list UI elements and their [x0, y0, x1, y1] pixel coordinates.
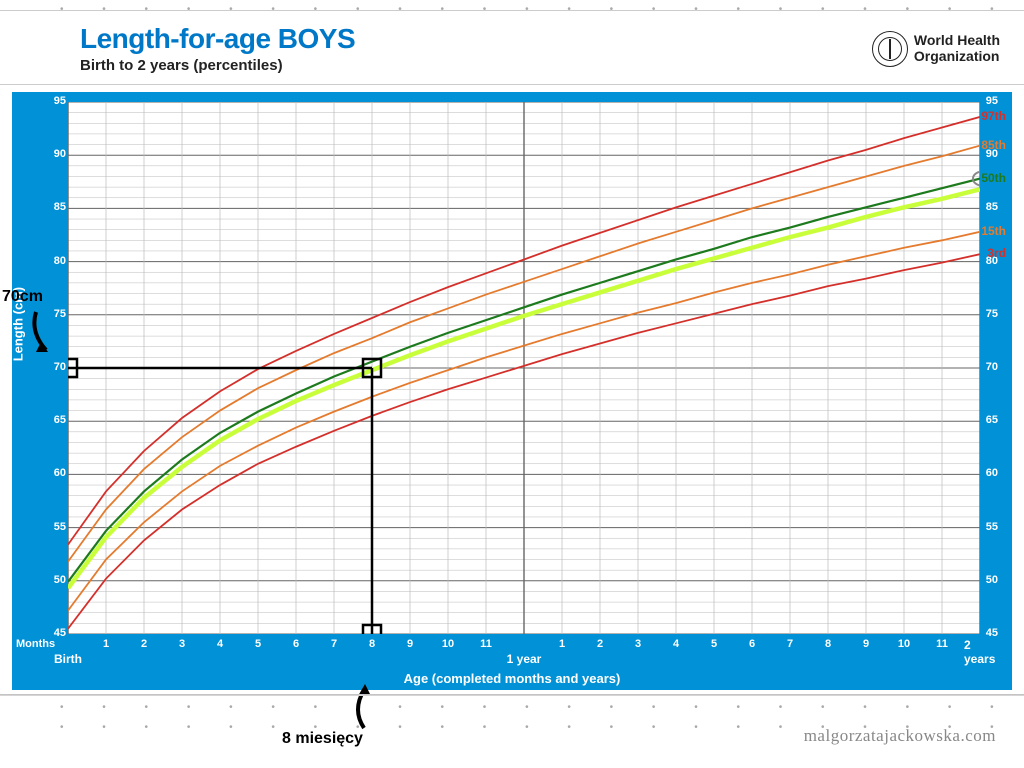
- who-branding: World HealthOrganization: [872, 31, 1000, 67]
- months-label: Months: [16, 638, 55, 650]
- who-text: World HealthOrganization: [914, 33, 1000, 64]
- y-tick: 60: [48, 467, 66, 479]
- percentile-label-p97: 97th: [981, 109, 1006, 123]
- y-tick-right: 65: [986, 414, 998, 426]
- x-tick: 1: [103, 638, 109, 650]
- x-tick: 4: [217, 638, 223, 650]
- x-tick: 10: [898, 638, 910, 650]
- x-major-tick: 1 year: [507, 652, 542, 666]
- y-tick-right: 75: [986, 308, 998, 320]
- chart-title: Length-for-age BOYS: [80, 23, 355, 55]
- y-tick-right: 60: [986, 467, 998, 479]
- arrow-8m-icon: [348, 680, 382, 730]
- x-tick: 2: [141, 638, 147, 650]
- x-axis-label: Age (completed months and years): [404, 671, 621, 686]
- x-major-tick: 2 years: [964, 638, 996, 666]
- x-tick: 10: [442, 638, 454, 650]
- y-tick: 95: [48, 95, 66, 107]
- annotation-8-months: 8 miesięcy: [282, 730, 363, 748]
- y-tick: 90: [48, 148, 66, 160]
- x-tick: 3: [179, 638, 185, 650]
- bottom-rule: [0, 694, 1024, 696]
- y-tick-right: 50: [986, 574, 998, 586]
- plot-area: [68, 102, 980, 634]
- y-tick: 85: [48, 201, 66, 213]
- x-tick: 2: [597, 638, 603, 650]
- x-tick: 8: [825, 638, 831, 650]
- x-tick: 4: [673, 638, 679, 650]
- y-tick: 55: [48, 521, 66, 533]
- percentile-label-p50: 50th: [981, 171, 1006, 185]
- plot-svg: [68, 102, 980, 634]
- x-tick: 9: [407, 638, 413, 650]
- x-tick: 7: [331, 638, 337, 650]
- chart-subtitle: Birth to 2 years (percentiles): [80, 57, 355, 74]
- y-tick-right: 55: [986, 521, 998, 533]
- x-tick: 9: [863, 638, 869, 650]
- x-tick: 7: [787, 638, 793, 650]
- x-tick: 5: [255, 638, 261, 650]
- x-tick: 6: [749, 638, 755, 650]
- x-major-tick: Birth: [54, 652, 82, 666]
- arrow-70cm-icon: [28, 310, 68, 360]
- x-tick: 11: [936, 638, 948, 650]
- y-tick: 70: [48, 361, 66, 373]
- watermark: malgorzatajackowska.com: [804, 726, 996, 746]
- y-tick-right: 95: [986, 95, 998, 107]
- percentile-label-p3: 3rd: [987, 246, 1006, 260]
- y-tick: 50: [48, 574, 66, 586]
- y-tick-right: 70: [986, 361, 998, 373]
- x-tick: 8: [369, 638, 375, 650]
- x-tick: 6: [293, 638, 299, 650]
- y-tick: 65: [48, 414, 66, 426]
- y-tick: 80: [48, 255, 66, 267]
- who-logo-icon: [872, 31, 908, 67]
- percentile-label-p85: 85th: [981, 138, 1006, 152]
- y-tick-right: 85: [986, 201, 998, 213]
- x-tick: 5: [711, 638, 717, 650]
- annotation-70cm: 70cm: [2, 288, 43, 306]
- x-tick: 11: [480, 638, 492, 650]
- y-tick: 45: [48, 627, 66, 639]
- x-tick: 1: [559, 638, 565, 650]
- chart-header: Length-for-age BOYS Birth to 2 years (pe…: [0, 10, 1024, 85]
- percentile-label-p15: 15th: [981, 224, 1006, 238]
- growth-chart-panel: Length (cm) Age (completed months and ye…: [12, 92, 1012, 690]
- x-tick: 3: [635, 638, 641, 650]
